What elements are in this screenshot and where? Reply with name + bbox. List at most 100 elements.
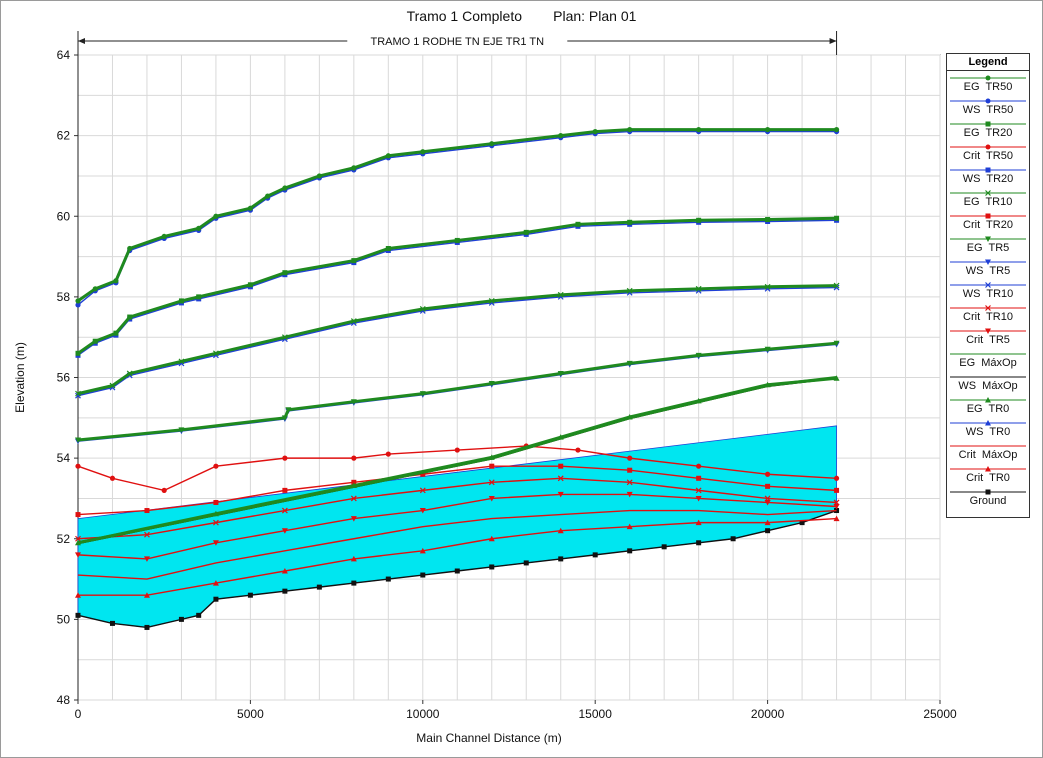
legend-marker [985, 144, 991, 150]
legend-item: Crit TR50 [947, 140, 1029, 163]
point-eg-tr50 [420, 149, 426, 155]
point-eg-tr20 [113, 330, 119, 336]
legend-label: Ground [969, 495, 1007, 507]
point-crit-tr50 [213, 463, 219, 469]
point-eg-tr10 [833, 282, 840, 289]
legend-swatch [950, 376, 1026, 378]
point-eg-tr10 [109, 382, 116, 389]
point-crit-tr0 [143, 592, 150, 598]
legend-swatch [950, 445, 1026, 447]
point-eg-tr20 [765, 216, 771, 222]
legend-item: EG TR10 [947, 186, 1029, 209]
point-eg-tr0 [488, 454, 495, 460]
point-crit-tr10 [626, 479, 633, 486]
legend-item: EG TR0 [947, 393, 1029, 416]
point-crit-tr20 [834, 487, 840, 493]
point-eg-tr50 [316, 173, 322, 179]
point-crit-tr20 [75, 512, 81, 518]
legend-label: EG MáxOp [959, 357, 1017, 369]
point-eg-tr10 [75, 390, 81, 397]
point-eg-tr0 [557, 434, 564, 440]
point-eg-tr20 [351, 258, 357, 264]
series-line-ground [77, 509, 837, 629]
point-ground [799, 520, 805, 526]
x-axis-label: Main Channel Distance (m) [416, 731, 561, 745]
point-eg-tr50 [489, 141, 495, 147]
series-line-crit-tr5 [77, 493, 837, 560]
legend-item: Crit TR5 [947, 324, 1029, 347]
point-eg-tr10 [764, 283, 771, 290]
legend-marker [985, 466, 991, 472]
series-line-crit-tr50 [77, 445, 837, 492]
point-crit-tr0 [419, 547, 426, 554]
chart-title: Tramo 1 Completo Plan: Plan 01 [406, 8, 637, 24]
y-tick-label: 52 [57, 532, 71, 546]
point-eg-tr5 [350, 399, 357, 405]
point-eg-tr0 [350, 482, 357, 489]
point-crit-tr20 [351, 479, 357, 485]
point-ground [351, 580, 357, 586]
point-eg-tr0 [75, 539, 81, 546]
point-eg-tr50 [592, 128, 598, 135]
point-crit-tr20 [144, 508, 150, 514]
point-ground [247, 592, 253, 598]
point-eg-tr20 [127, 314, 133, 320]
point-crit-tr20 [558, 463, 564, 469]
point-eg-tr20 [454, 237, 460, 243]
point-eg-tr20 [75, 350, 81, 356]
legend-item: WS MáxOp [947, 370, 1029, 393]
x-tick-label: 20000 [751, 707, 785, 721]
point-eg-tr0 [626, 414, 633, 420]
point-crit-tr10 [695, 487, 702, 494]
legend-label: Crit TR20 [963, 219, 1013, 231]
point-eg-tr50 [247, 205, 253, 211]
legend-item: WS TR50 [947, 94, 1029, 117]
point-eg-tr10 [212, 350, 219, 357]
point-crit-tr5 [626, 491, 633, 498]
legend-swatch [950, 489, 1026, 495]
point-crit-tr50 [627, 455, 633, 461]
point-crit-tr20 [489, 463, 495, 469]
legend-label: Crit TR0 [966, 472, 1010, 484]
point-eg-tr20 [575, 221, 581, 227]
point-eg-tr5 [281, 415, 288, 421]
point-crit-tr0 [764, 519, 771, 526]
point-eg-tr20 [178, 298, 184, 304]
point-eg-tr10 [695, 285, 702, 292]
point-crit-tr50 [696, 463, 702, 469]
legend-swatch [950, 121, 1026, 127]
point-crit-tr20 [282, 487, 288, 493]
series-line-eg-tr10 [77, 284, 837, 396]
legend-label: EG TR20 [963, 127, 1013, 139]
point-ground [558, 556, 564, 562]
point-eg-tr5 [626, 360, 633, 367]
legend-label: Crit TR5 [966, 334, 1010, 346]
legend-label: WS TR5 [965, 265, 1011, 277]
legend-swatch [950, 353, 1026, 355]
point-crit-tr0 [75, 592, 81, 598]
point-eg-tr20 [92, 338, 98, 344]
point-crit-tr10 [764, 495, 771, 502]
point-eg-tr20 [247, 282, 253, 288]
point-eg-tr50 [696, 126, 702, 133]
legend-label: Crit TR50 [963, 150, 1013, 162]
legend-label: WS TR50 [962, 104, 1014, 116]
legend-item: EG TR20 [947, 117, 1029, 140]
legend-swatch [950, 259, 1026, 265]
y-tick-label: 56 [57, 371, 71, 385]
point-eg-tr20 [385, 246, 391, 251]
point-ws-tr50 [75, 302, 81, 308]
point-crit-tr5 [764, 499, 771, 506]
point-eg-tr50 [627, 126, 633, 133]
legend-swatch [950, 75, 1026, 81]
legend-swatch [950, 167, 1026, 173]
point-ground [420, 572, 426, 578]
point-crit-tr10 [75, 535, 81, 542]
y-axis-label: Elevation (m) [13, 342, 27, 413]
legend-item: Crit TR20 [947, 209, 1029, 232]
point-crit-tr50 [109, 475, 116, 481]
point-crit-tr0 [350, 555, 357, 562]
point-eg-tr5 [695, 352, 702, 359]
legend-swatch [950, 213, 1026, 219]
